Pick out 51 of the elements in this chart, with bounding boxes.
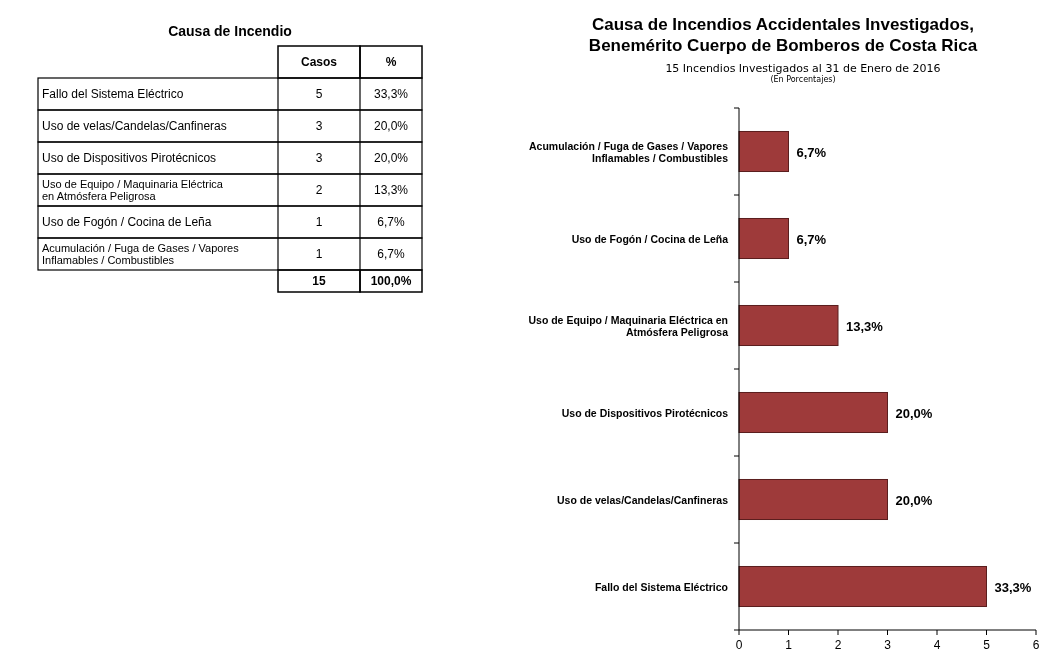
bar bbox=[738, 217, 789, 260]
y-tick-label: Uso de Equipo / Maquinaria Eléctrica en Atmósfera Peligrosa bbox=[528, 313, 729, 338]
chart-title: Causa de Incendios Accidentales Investigados, Benemérito Cuerpo de Bomberos de Costa Rica bbox=[588, 15, 978, 55]
annotation: 33,3% bbox=[994, 579, 1032, 595]
y-tick-label: Acumulación / Fuga de Gases / Vapores Inflamables / Combustibles bbox=[529, 139, 729, 164]
category-label: Fallo del Sistema Eléctrico bbox=[42, 87, 184, 101]
text: 1 bbox=[315, 215, 323, 229]
bar bbox=[738, 391, 888, 434]
bar bbox=[738, 130, 789, 173]
text: 13,3% bbox=[373, 183, 409, 197]
text: 3 bbox=[315, 151, 323, 165]
x-tick-label: 5 bbox=[983, 638, 991, 652]
chart-subtitle: 15 Incendios Investigados al 31 de Enero de 2016 bbox=[665, 62, 941, 75]
text: 33,3% bbox=[373, 87, 409, 101]
bar bbox=[738, 565, 987, 608]
annotation: 13,3% bbox=[846, 318, 884, 334]
text: 3 bbox=[315, 119, 323, 133]
text: 1 bbox=[315, 247, 323, 261]
text: 15 bbox=[312, 274, 326, 288]
bar bbox=[738, 304, 839, 347]
text: 100,0% bbox=[370, 274, 412, 288]
y-tick-label: Fallo del Sistema Eléctrico bbox=[594, 580, 728, 593]
x-tick-label: 6 bbox=[1032, 638, 1040, 652]
text: 20,0% bbox=[373, 119, 409, 133]
annotation: 6,7% bbox=[796, 144, 827, 160]
text: 20,0% bbox=[373, 151, 409, 165]
x-tick-label: 1 bbox=[785, 638, 793, 652]
y-tick-label: Uso de Dispositivos Pirotécnicos bbox=[561, 406, 729, 419]
x-tick-label: 4 bbox=[933, 638, 941, 652]
text: 5 bbox=[315, 87, 323, 101]
text: 6,7% bbox=[377, 247, 405, 261]
text: Causa de Incendio bbox=[168, 23, 292, 39]
category-label: Uso de velas/Candelas/Canfineras bbox=[42, 119, 227, 133]
category-label: Uso de Fogón / Cocina de Leña bbox=[42, 215, 212, 229]
y-tick-label: Uso de velas/Candelas/Canfineras bbox=[557, 493, 729, 506]
text: 6,7% bbox=[377, 215, 405, 229]
category-label: Casos bbox=[300, 55, 338, 69]
category-label: Uso de Equipo / Maquinaria Eléctrica en Atmósfera Peligrosa bbox=[42, 178, 223, 202]
x-tick-label: 2 bbox=[834, 638, 842, 652]
text: 2 bbox=[315, 183, 323, 197]
y-tick-label: Uso de Fogón / Cocina de Leña bbox=[571, 232, 729, 245]
bar bbox=[738, 478, 888, 521]
x-tick-label: 0 bbox=[735, 638, 743, 652]
category-label: Uso de Dispositivos Pirotécnicos bbox=[42, 151, 217, 165]
category-label: Acumulación / Fuga de Gases / Vapores Inflamables / Combustibles bbox=[42, 242, 239, 266]
category-label: % bbox=[385, 55, 397, 69]
annotation: 6,7% bbox=[796, 231, 827, 247]
annotation: 20,0% bbox=[895, 492, 933, 508]
x-tick-label: 3 bbox=[884, 638, 892, 652]
annotation: 20,0% bbox=[895, 405, 933, 421]
text: (En Porcentajes) bbox=[770, 75, 836, 84]
